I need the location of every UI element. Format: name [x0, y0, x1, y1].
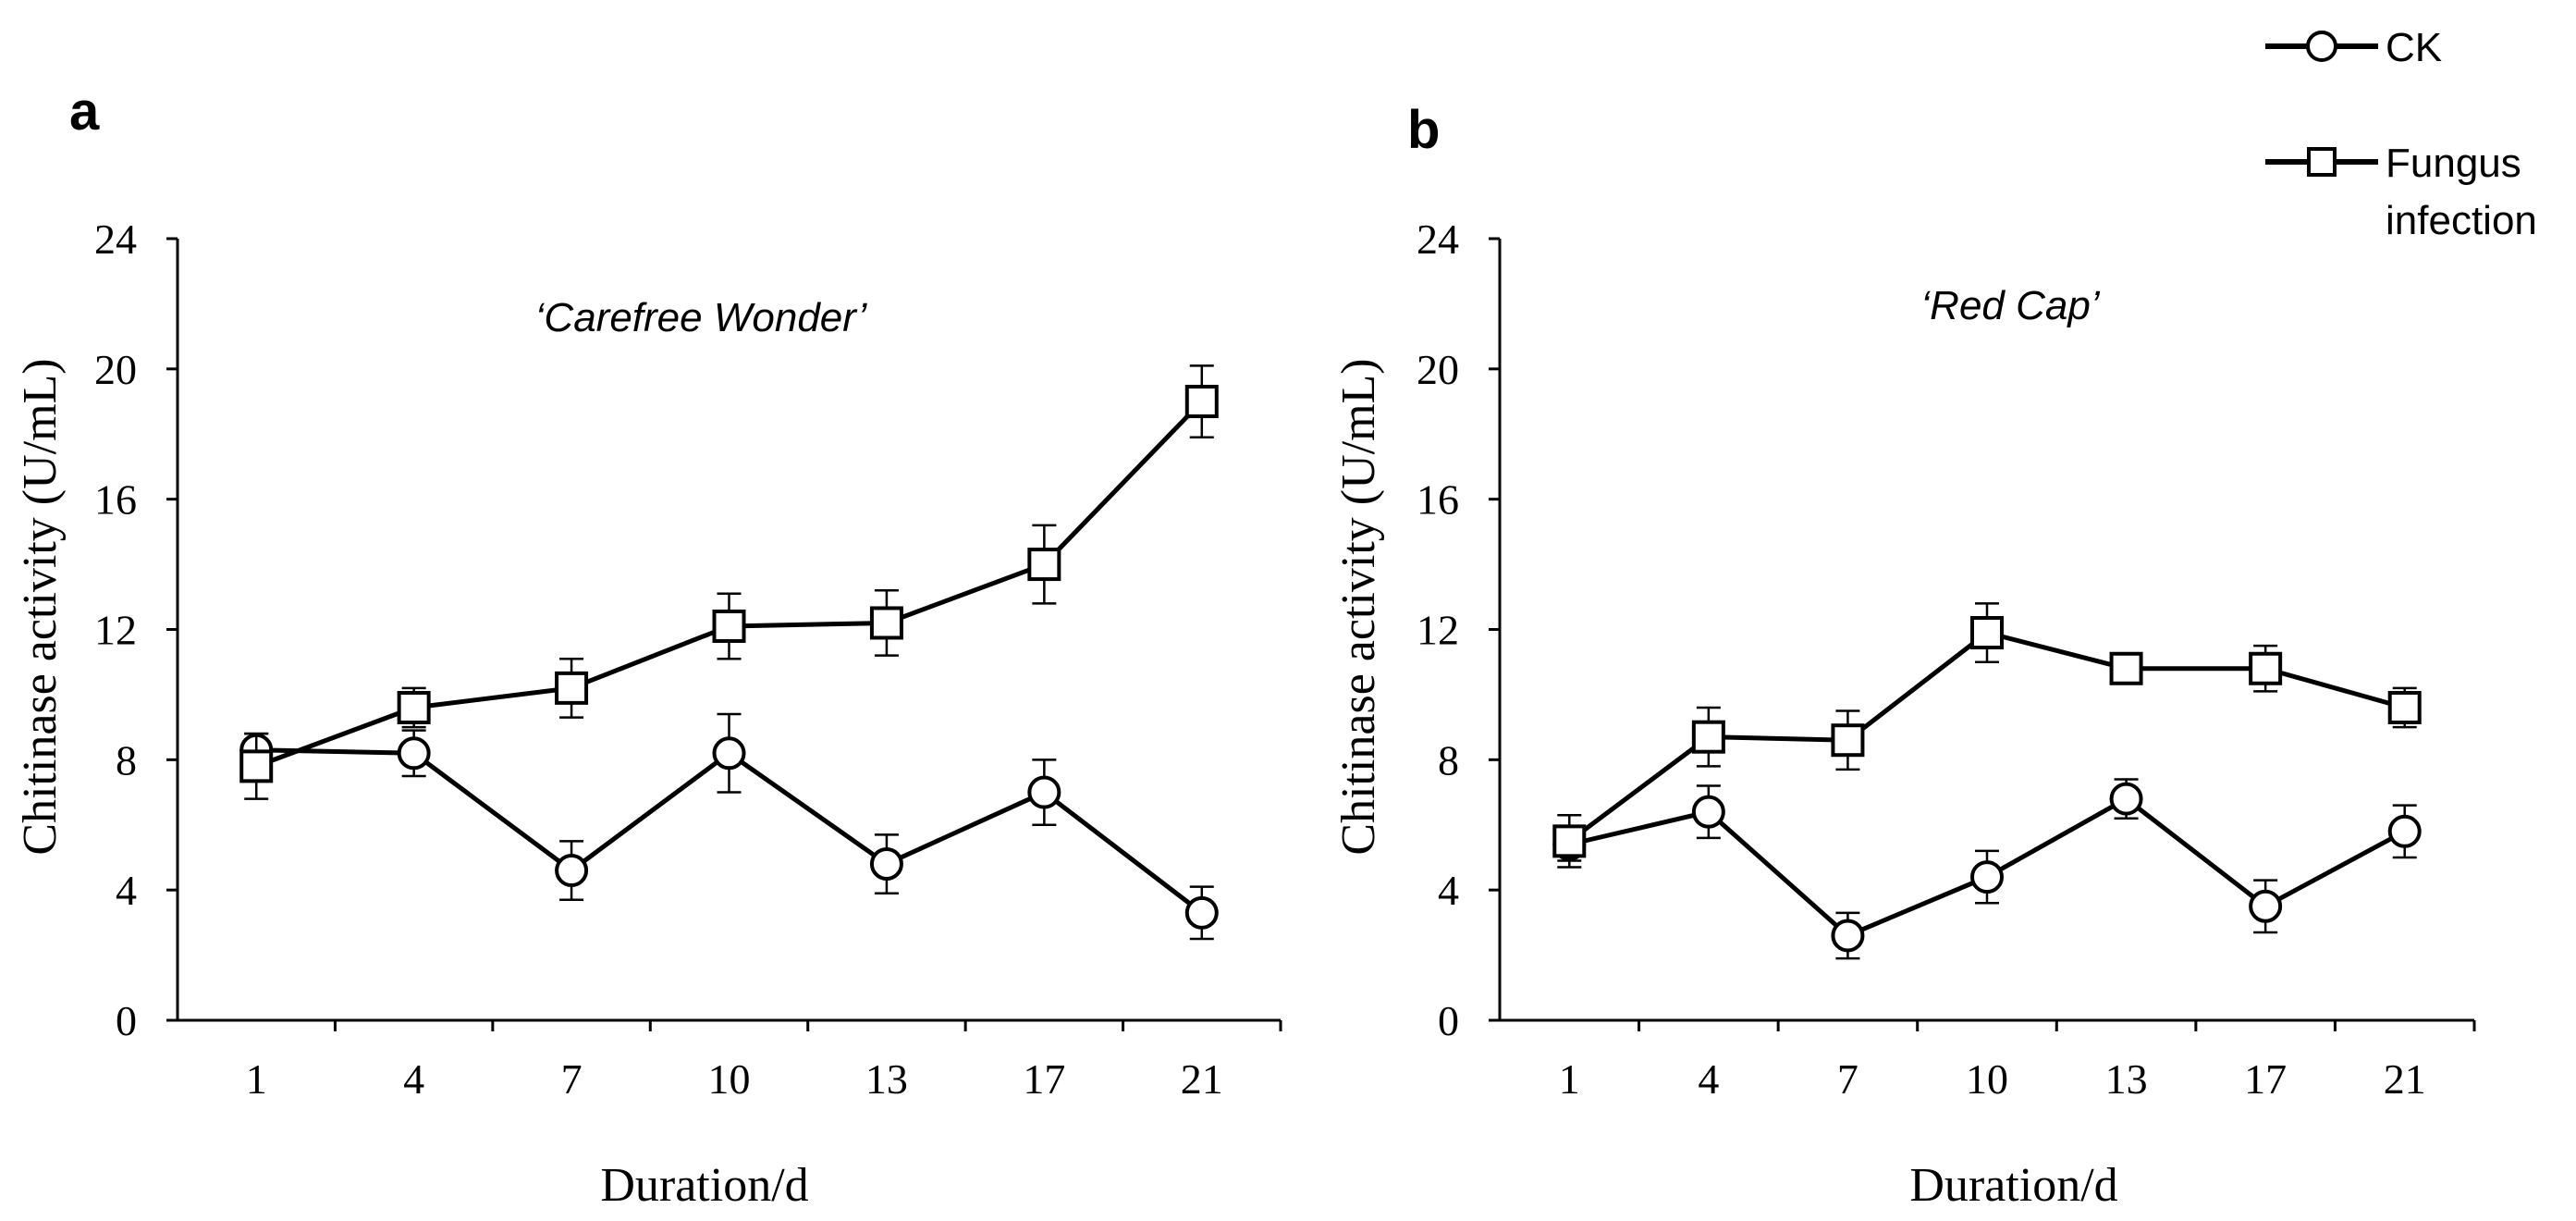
x-tick-label: 1 [246, 1055, 267, 1103]
y-tick-label: 0 [116, 997, 137, 1044]
data-point-circle [1970, 860, 2004, 894]
y-tick-label: 12 [94, 607, 137, 654]
legend: CK Fungus infection [2265, 25, 2537, 243]
x-tick-label: 17 [2244, 1055, 2287, 1103]
data-point-circle [1184, 895, 1219, 930]
data-point-square [712, 609, 746, 643]
panel-b: b ‘Red Cap’ Chitinase activity (U/mL) Du… [1332, 100, 2476, 1212]
x-tick-label: 21 [2384, 1055, 2426, 1103]
legend-fungus-label: Fungus [2386, 141, 2521, 186]
x-tick-label: 21 [1181, 1055, 1223, 1103]
data-point-circle [1831, 919, 1865, 953]
x-tick-label: 10 [708, 1055, 751, 1103]
x-tick-label: 4 [1698, 1055, 1719, 1103]
legend-ck-label: CK [2386, 25, 2442, 70]
y-tick-label: 16 [94, 476, 137, 524]
data-point-square [2249, 651, 2283, 685]
data-point-circle [869, 847, 903, 881]
data-point-circle [1027, 775, 1061, 809]
data-point-circle [1691, 795, 1725, 829]
panel-label: a [69, 81, 100, 142]
y-tick-label: 8 [116, 736, 137, 783]
x-tick-label: 7 [1837, 1055, 1858, 1103]
data-point-square [1691, 720, 1725, 754]
x-tick-label: 7 [561, 1055, 583, 1103]
x-tick-label: 17 [1023, 1055, 1065, 1103]
y-tick-label: 8 [1438, 736, 1459, 783]
data-point-square [1552, 824, 1587, 858]
chart-subtitle: ‘Carefree Wonder’ [535, 295, 868, 340]
series-fungus-infection [239, 364, 1219, 800]
y-tick-label: 20 [94, 346, 137, 393]
x-tick-label: 4 [403, 1055, 424, 1103]
data-point-circle [712, 736, 746, 771]
y-tick-label: 24 [1417, 216, 1459, 263]
data-point-square [1970, 616, 2004, 650]
y-tick-label: 24 [94, 216, 137, 263]
data-point-square [397, 691, 431, 724]
chart-subtitle: ‘Red Cap’ [1920, 283, 2100, 328]
data-point-square [1184, 385, 1219, 419]
legend-fungus-label-line2: infection [2386, 198, 2537, 243]
data-point-circle [555, 854, 589, 888]
panel-label: b [1407, 100, 1440, 160]
y-axis-title: Chitinase activity (U/mL) [1332, 358, 1385, 855]
data-point-square [2109, 651, 2143, 685]
data-point-square [1027, 548, 1061, 582]
y-tick-label: 20 [1417, 346, 1459, 393]
data-point-square [239, 749, 274, 783]
data-point-square [1831, 723, 1865, 758]
data-point-circle [397, 736, 431, 771]
series-ck [239, 712, 1219, 941]
x-axis-title: Duration/d [600, 1159, 808, 1212]
panel-a: a ‘Carefree Wonder’ Chitinase activity (… [14, 81, 1282, 1212]
y-axis-title: Chitinase activity (U/mL) [14, 358, 67, 855]
data-point-square [555, 671, 589, 705]
data-point-circle [2249, 889, 2283, 923]
x-tick-label: 1 [1559, 1055, 1580, 1103]
series-fungus-infection [1552, 602, 2422, 869]
y-tick-label: 16 [1417, 476, 1459, 524]
y-tick-label: 12 [1417, 607, 1459, 654]
x-tick-label: 13 [2105, 1055, 2148, 1103]
y-tick-label: 4 [116, 867, 137, 914]
legend-ck-marker [2306, 31, 2337, 62]
data-point-square [869, 606, 903, 640]
data-point-circle [2109, 782, 2143, 816]
y-tick-label: 4 [1438, 867, 1459, 914]
x-axis-title: Duration/d [1909, 1159, 2117, 1212]
series-ck [1552, 778, 2422, 960]
data-point-circle [2387, 814, 2422, 848]
y-tick-label: 0 [1438, 997, 1459, 1044]
x-tick-label: 13 [865, 1055, 908, 1103]
legend-fungus-marker [2307, 147, 2337, 177]
x-tick-label: 10 [1966, 1055, 2008, 1103]
data-point-square [2387, 691, 2422, 724]
